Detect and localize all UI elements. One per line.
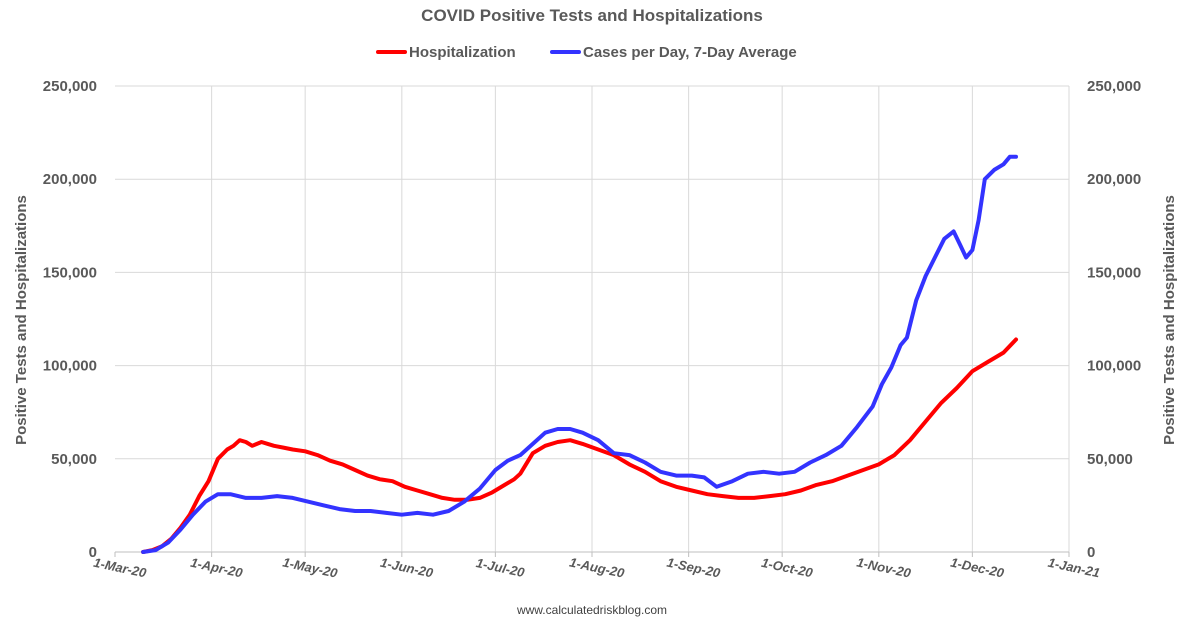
y-tick-left-1: 50,000 (51, 451, 97, 468)
y-tick-right-1: 50,000 (1087, 451, 1133, 468)
y-tick-left-5: 250,000 (43, 78, 97, 95)
x-tick-label-2: 1-May-20 (281, 554, 339, 580)
y-axis-label-right: Positive Tests and Hospitalizations (1161, 195, 1178, 445)
series-line-cases (141, 154, 1018, 554)
x-tick-label-5: 1-Aug-20 (568, 554, 626, 580)
y-tick-right-2: 100,000 (1087, 358, 1141, 375)
y-tick-right-4: 200,000 (1087, 171, 1141, 188)
chart-title: COVID Positive Tests and Hospitalization… (421, 6, 763, 25)
legend-label-hospitalization: Hospitalization (409, 44, 516, 61)
x-tick-label-3: 1-Jun-20 (379, 555, 435, 581)
y-tick-left-4: 200,000 (43, 171, 97, 188)
y-axis-right: 0 50,000 100,000 150,000 200,000 250,000 (1087, 78, 1141, 561)
legend-label-cases: Cases per Day, 7-Day Average (583, 44, 797, 61)
x-tick-label-1: 1-Apr-20 (189, 555, 244, 581)
series-line-hospitalization (141, 337, 1018, 554)
y-tick-left-0: 0 (89, 544, 97, 561)
y-tick-right-0: 0 (1087, 544, 1095, 561)
y-tick-right-3: 150,000 (1087, 264, 1141, 281)
y-axis-label-left: Positive Tests and Hospitalizations (13, 195, 30, 445)
x-tick-label-4: 1-Jul-20 (475, 555, 527, 580)
gridlines (115, 85, 1070, 552)
y-tick-left-2: 100,000 (43, 358, 97, 375)
y-tick-left-3: 150,000 (43, 264, 97, 281)
legend: Hospitalization Cases per Day, 7-Day Ave… (376, 44, 797, 61)
x-tick-label-0: 1-Mar-20 (92, 555, 148, 581)
x-axis: 1-Mar-20 1-Apr-20 1-May-20 1-Jun-20 1-Jul-20… (92, 551, 1101, 581)
series-layer (141, 154, 1018, 554)
x-tick-label-8: 1-Nov-20 (855, 555, 913, 581)
y-tick-right-5: 250,000 (1087, 78, 1141, 95)
y-axis-left: 0 50,000 100,000 150,000 200,000 250,000 (43, 78, 97, 561)
x-tick-label-7: 1-Oct-20 (760, 555, 815, 581)
x-tick-label-6: 1-Sep-20 (666, 555, 723, 581)
source-credit: www.calculatedriskblog.com (516, 603, 667, 617)
x-tick-label-9: 1-Dec-20 (949, 555, 1006, 581)
